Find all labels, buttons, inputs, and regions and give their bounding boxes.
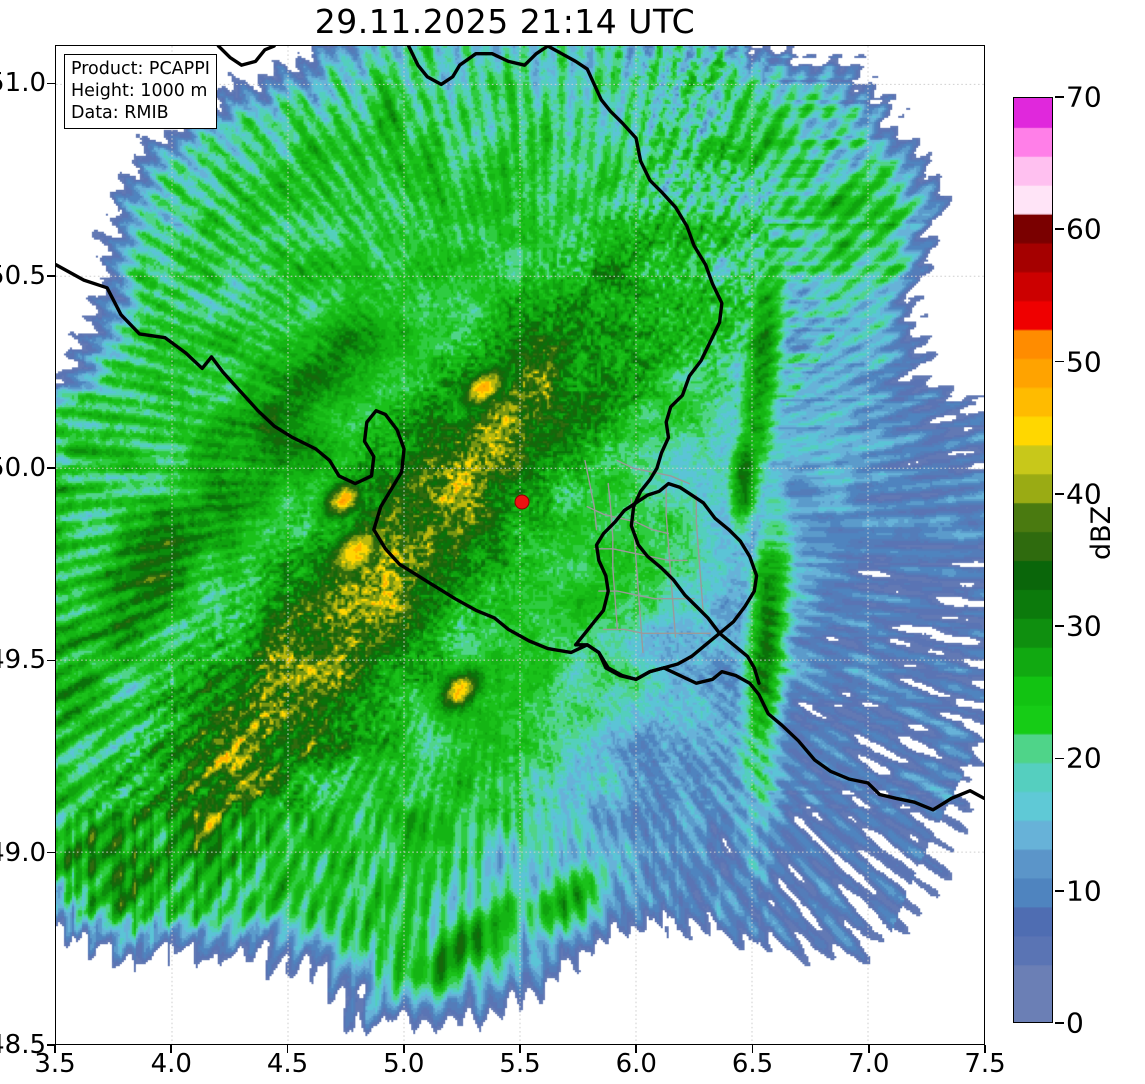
radar-map-plot-area[interactable] xyxy=(55,45,985,1045)
x-tick-label: 4.0 xyxy=(150,1049,192,1079)
colorbar-tick-label: 70 xyxy=(1066,80,1102,114)
x-tick-label: 7.5 xyxy=(964,1049,1006,1079)
map-borders-layer xyxy=(56,46,984,812)
colorbar-tick-mark xyxy=(1055,96,1064,98)
x-tick-mark xyxy=(170,1045,173,1053)
y-tick-label: 51.0 xyxy=(0,68,46,99)
colorbar-gradient xyxy=(1014,98,1052,1022)
y-tick-mark xyxy=(47,274,55,277)
y-tick-label: 48.5 xyxy=(0,1030,46,1060)
x-tick-mark xyxy=(519,1045,521,1053)
colorbar-tick-mark xyxy=(1055,493,1064,495)
page-title: 29.11.2025 21:14 UTC xyxy=(314,2,696,41)
x-tick-mark xyxy=(635,1045,638,1053)
y-tick-mark xyxy=(47,851,55,854)
colorbar-tick-label: 40 xyxy=(1066,477,1102,511)
map-gridlines xyxy=(56,46,984,1044)
x-tick-label: 4.5 xyxy=(266,1049,309,1079)
y-tick-mark xyxy=(47,1044,55,1046)
y-tick-label: 50.0 xyxy=(0,453,46,484)
colorbar-tick-label: 20 xyxy=(1066,741,1102,775)
y-tick-mark xyxy=(47,467,55,469)
colorbar-tick-label: 10 xyxy=(1066,874,1102,908)
colorbar-tick-mark xyxy=(1055,228,1064,231)
x-tick-mark xyxy=(54,1045,56,1053)
y-tick-label: 49.5 xyxy=(0,645,46,676)
radar-site-marker[interactable] xyxy=(514,494,530,510)
colorbar-tick-mark xyxy=(1055,757,1064,760)
x-tick-label: 5.0 xyxy=(383,1049,425,1079)
y-tick-mark xyxy=(47,82,55,85)
info-product: Product: PCAPPI xyxy=(71,59,210,79)
colorbar-tick-mark xyxy=(1055,1022,1064,1024)
colorbar[interactable] xyxy=(1013,97,1053,1023)
x-tick-label: 7.0 xyxy=(848,1049,890,1079)
x-tick-mark xyxy=(402,1045,405,1053)
colorbar-axis-label: dBZ xyxy=(1086,505,1117,560)
x-tick-label: 3.5 xyxy=(34,1049,76,1079)
colorbar-tick-label: 50 xyxy=(1066,345,1102,379)
y-tick-label: 50.5 xyxy=(0,260,46,291)
x-tick-mark xyxy=(867,1045,870,1053)
colorbar-tick-mark xyxy=(1055,889,1064,892)
x-tick-mark xyxy=(286,1045,289,1053)
x-tick-mark xyxy=(751,1045,754,1053)
y-tick-mark xyxy=(47,659,55,662)
y-tick-label: 49.0 xyxy=(0,837,46,868)
colorbar-tick-mark xyxy=(1055,625,1064,627)
info-data-source: Data: RMIB xyxy=(71,103,169,124)
colorbar-tick-label: 0 xyxy=(1066,1006,1084,1040)
x-tick-mark xyxy=(984,1045,986,1053)
product-info-box: Product: PCAPPI Height: 1000 m Data: RMI… xyxy=(64,54,217,130)
colorbar-tick-label: 30 xyxy=(1066,609,1102,643)
x-tick-label: 6.5 xyxy=(731,1049,774,1079)
info-height: Height: 1000 m xyxy=(71,81,208,102)
colorbar-tick-label: 60 xyxy=(1066,212,1102,246)
colorbar-tick-mark xyxy=(1055,360,1064,363)
x-tick-label: 5.5 xyxy=(499,1049,541,1079)
x-tick-label: 6.0 xyxy=(615,1049,657,1079)
